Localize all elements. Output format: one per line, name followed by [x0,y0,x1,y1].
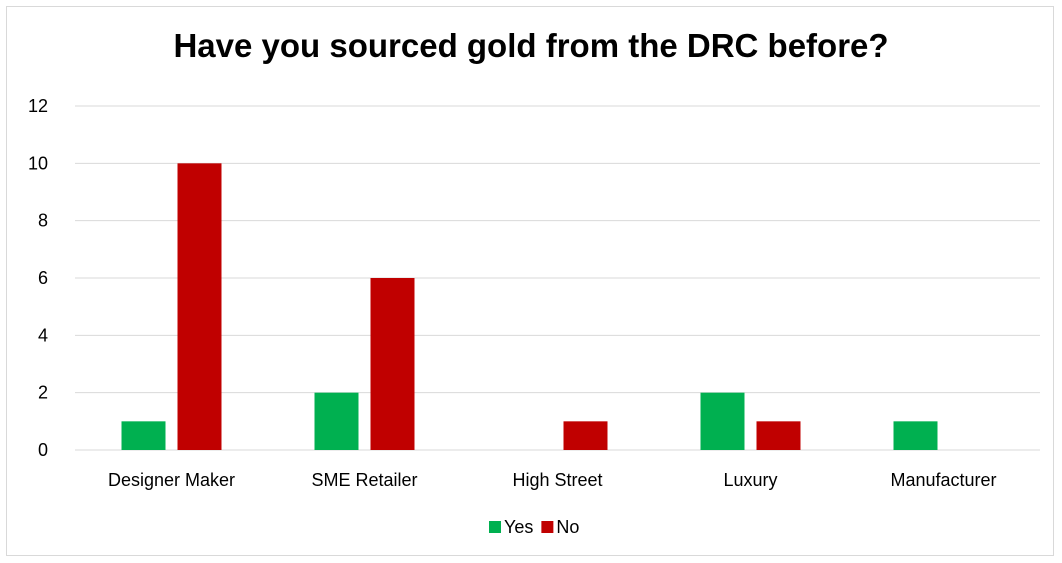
y-tick-label: 6 [38,268,48,288]
legend-label-yes: Yes [504,517,533,537]
bar-yes-sme-retailer [314,392,359,450]
bar-yes-designer-maker [121,421,166,450]
y-tick-label: 12 [28,96,48,116]
x-tick-label: Designer Maker [108,470,235,490]
y-tick-label: 8 [38,211,48,231]
bars [121,163,938,451]
bar-no-designer-maker [177,163,222,451]
y-tick-label: 4 [38,325,48,345]
bar-no-sme-retailer [370,278,415,450]
x-tick-label: High Street [512,470,602,490]
y-tick-label: 10 [28,153,48,173]
legend-label-no: No [556,517,579,537]
legend: Yes No [489,517,579,537]
x-tick-label: SME Retailer [311,470,417,490]
bar-yes-manufacturer [893,421,938,450]
x-tick-label: Manufacturer [890,470,996,490]
bar-no-high-street [563,421,608,450]
bar-yes-luxury [700,392,745,450]
y-tick-label: 0 [38,440,48,460]
x-tick-label: Luxury [723,470,777,490]
chart-title: Have you sourced gold from the DRC befor… [173,27,889,64]
legend-swatch-yes [489,521,501,533]
bar-no-luxury [756,421,801,450]
y-tick-label: 2 [38,383,48,403]
legend-swatch-no [541,521,554,533]
gridlines [75,105,1040,451]
x-axis-tick-labels: Designer Maker SME Retailer High Street Lux… [108,470,997,490]
y-axis-tick-labels: 0 2 4 6 8 10 12 [28,96,48,460]
